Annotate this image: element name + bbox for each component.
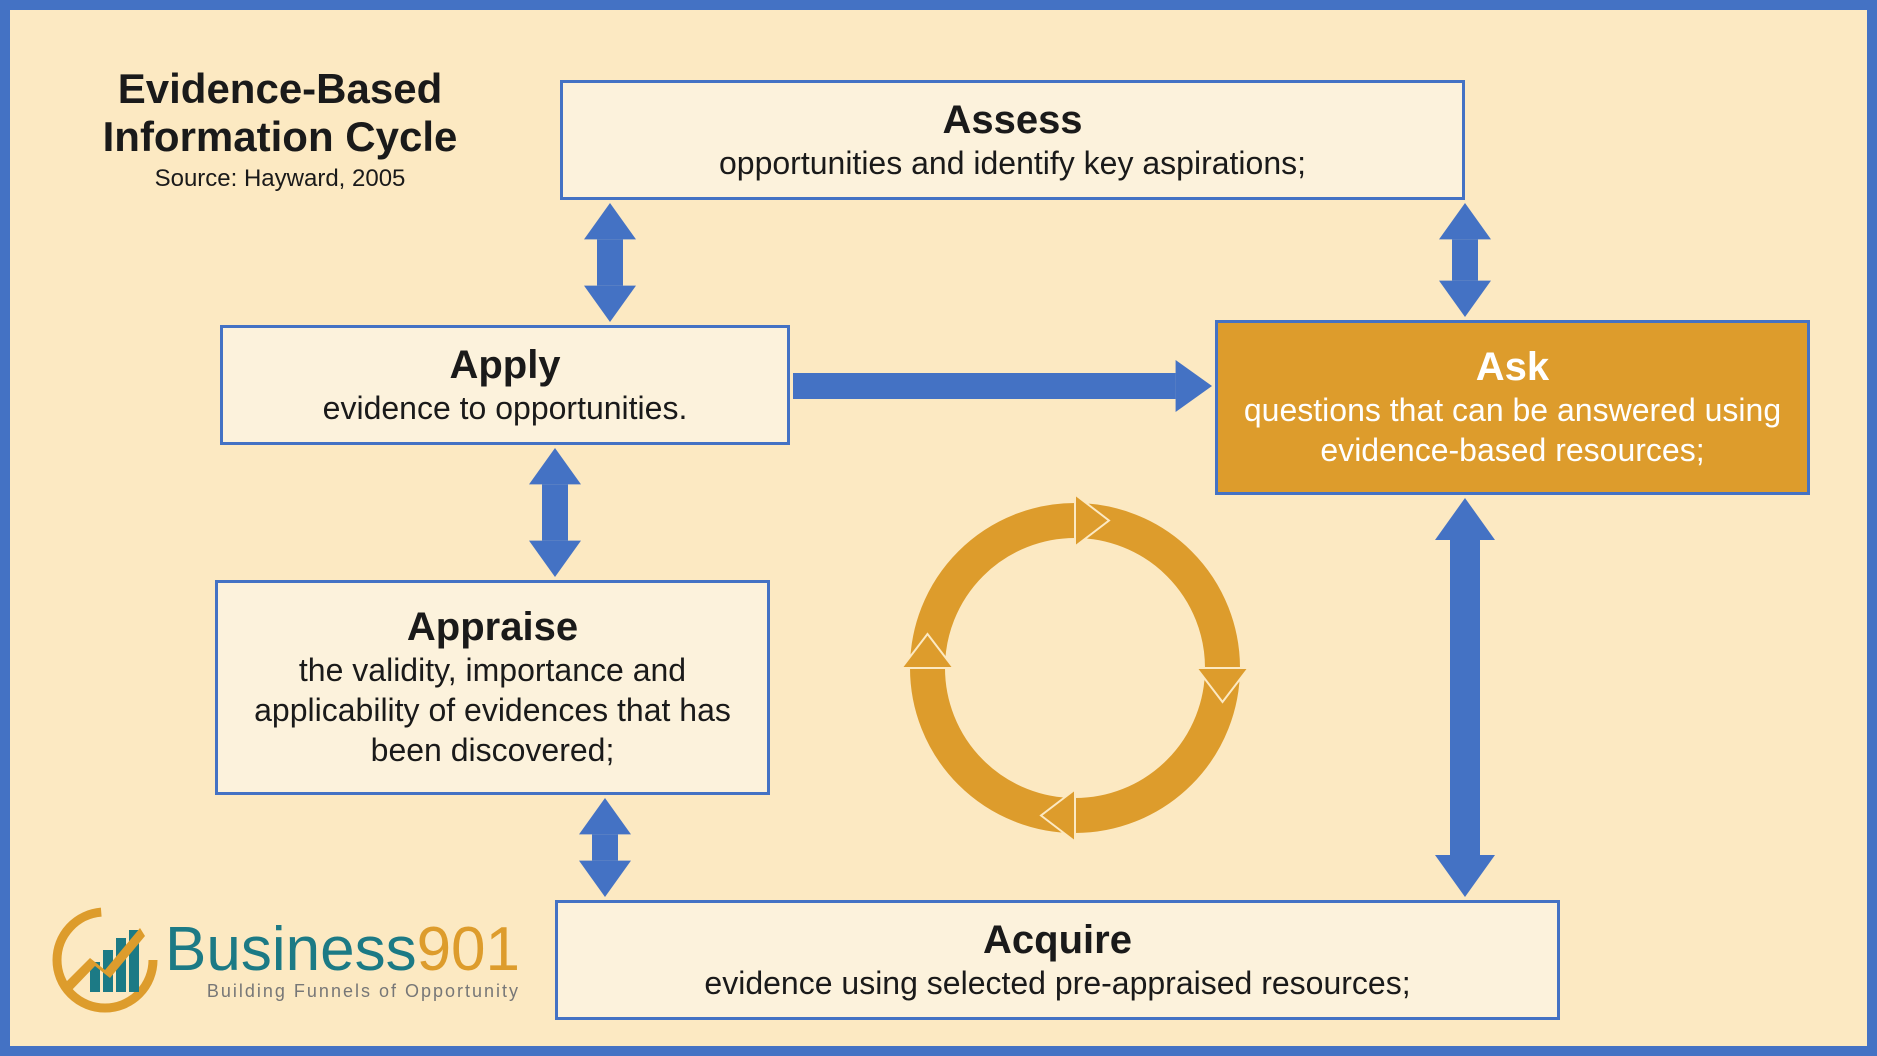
node-acquire-title: Acquire xyxy=(983,918,1132,963)
header-title-line1: Evidence-Based xyxy=(40,65,520,113)
node-appraise-title: Appraise xyxy=(407,605,578,650)
logo-tagline: Building Funnels of Opportunity xyxy=(165,981,520,1002)
logo-text-accent: 901 xyxy=(417,915,520,984)
header-source: Source: Hayward, 2005 xyxy=(40,165,520,193)
node-ask-desc: questions that can be answered using evi… xyxy=(1236,390,1789,470)
node-appraise: Appraise the validity, importance and ap… xyxy=(215,580,770,795)
node-apply: Apply evidence to opportunities. xyxy=(220,325,790,445)
node-acquire: Acquire evidence using selected pre-appr… xyxy=(555,900,1560,1020)
node-ask: Ask questions that can be answered using… xyxy=(1215,320,1810,495)
logo-text-main: Business xyxy=(165,915,417,984)
brand-logo: Business901 Building Funnels of Opportun… xyxy=(45,900,520,1020)
node-apply-desc: evidence to opportunities. xyxy=(323,388,688,428)
node-assess-desc: opportunities and identify key aspiratio… xyxy=(719,143,1306,183)
node-ask-title: Ask xyxy=(1476,345,1549,390)
node-appraise-desc: the validity, importance and applicabili… xyxy=(236,650,749,770)
node-acquire-desc: evidence using selected pre-appraised re… xyxy=(704,963,1410,1003)
diagram-header: Evidence-Based Information Cycle Source:… xyxy=(40,65,520,193)
node-assess: Assess opportunities and identify key as… xyxy=(560,80,1465,200)
header-title-line2: Information Cycle xyxy=(40,113,520,161)
node-apply-title: Apply xyxy=(449,343,560,388)
node-assess-title: Assess xyxy=(942,98,1082,143)
logo-mark-icon xyxy=(45,900,165,1020)
